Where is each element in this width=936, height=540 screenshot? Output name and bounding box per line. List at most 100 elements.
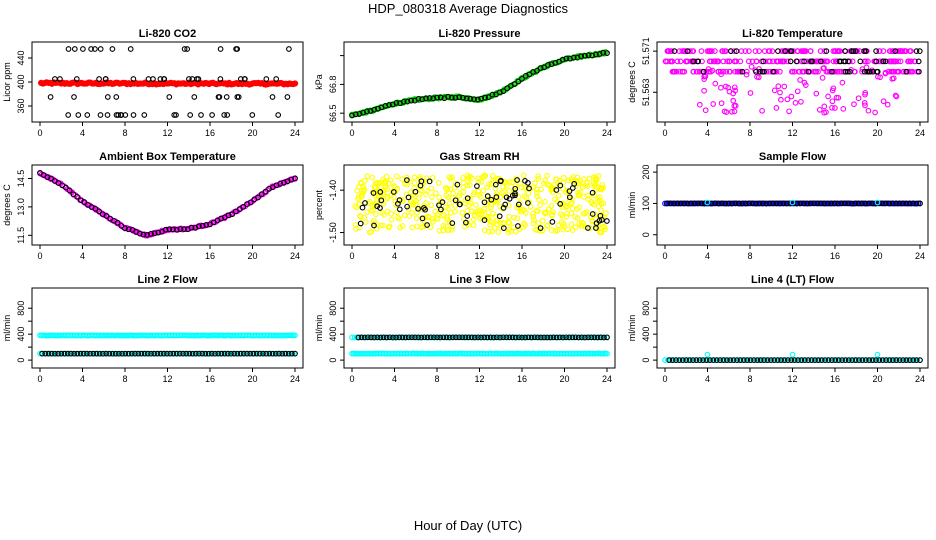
data-point [745, 58, 752, 65]
data-point [823, 109, 829, 115]
data-point [739, 68, 746, 75]
data-layer [349, 49, 610, 119]
data-point [292, 175, 298, 182]
data-point [893, 93, 900, 100]
data-point [355, 193, 362, 200]
data-point [395, 200, 401, 207]
data-point [358, 193, 365, 200]
y-axis-label: kPa [314, 74, 324, 90]
data-point [763, 68, 770, 75]
data-point [748, 63, 755, 70]
data-point [884, 101, 891, 108]
data-point [177, 226, 184, 232]
x-tick-label: 24 [602, 128, 612, 138]
data-point [425, 213, 431, 220]
data-point [465, 175, 472, 181]
data-point [52, 350, 58, 357]
data-point [509, 179, 516, 186]
data-point [364, 209, 371, 215]
data-point [723, 68, 730, 75]
data-point [669, 357, 676, 363]
data-point [349, 334, 355, 341]
data-point [395, 214, 401, 221]
data-point [375, 105, 381, 112]
data-point [604, 218, 610, 224]
chart-title: Line 3 Flow [450, 274, 510, 286]
data-point [481, 334, 488, 341]
data-point [360, 183, 366, 190]
data-point [390, 189, 397, 195]
data-point [589, 200, 595, 207]
data-point [353, 226, 359, 232]
data-point [371, 184, 378, 190]
data-point [370, 190, 377, 196]
x-tick-label: 20 [872, 128, 882, 138]
data-point [393, 100, 400, 106]
data-point [770, 68, 777, 75]
chart-title: Gas Stream RH [439, 151, 519, 163]
data-point [63, 184, 69, 191]
data-point [538, 334, 544, 341]
data-point [463, 219, 469, 226]
data-point [730, 97, 737, 104]
data-point [815, 58, 822, 65]
data-point [269, 94, 276, 100]
data-point [141, 350, 148, 357]
data-point [829, 87, 836, 94]
data-point [378, 197, 385, 204]
data-point [669, 58, 676, 65]
data-point [842, 357, 849, 363]
data-point [423, 200, 429, 206]
data-point [677, 58, 684, 65]
data-point [102, 212, 109, 219]
data-point [839, 79, 846, 86]
data-point [581, 52, 588, 59]
data-point [104, 94, 111, 100]
data-point [795, 357, 801, 363]
data-point [439, 199, 446, 205]
data-point [818, 58, 824, 65]
data-point [591, 334, 598, 341]
data-point [535, 208, 541, 215]
data-point [457, 190, 463, 197]
data-point [181, 46, 188, 52]
data-point [44, 174, 51, 181]
data-point [892, 92, 899, 99]
data-point [601, 223, 607, 230]
data-point [240, 350, 247, 357]
data-point [138, 350, 145, 357]
data-point [563, 55, 570, 62]
data-point [404, 203, 410, 210]
x-tick-label: 24 [915, 374, 925, 384]
data-point [205, 350, 212, 357]
data-point [512, 334, 519, 341]
data-point [567, 55, 573, 62]
data-point [760, 58, 767, 65]
data-point [731, 48, 738, 54]
data-point [109, 350, 116, 357]
data-point [882, 70, 889, 77]
data-point [565, 177, 572, 184]
chart-panel: Gas Stream RH 0 4 8 12 16 20 24 -1.50 -1.40 percen… [314, 151, 616, 261]
data-point [725, 200, 732, 207]
data-point [449, 334, 456, 341]
data-point [468, 334, 475, 341]
data-point [166, 226, 173, 233]
data-point [358, 334, 365, 341]
data-point [368, 207, 374, 214]
data-point [815, 357, 822, 363]
data-point [667, 58, 674, 65]
data-point [444, 186, 450, 193]
data-point [426, 95, 433, 101]
data-point [115, 112, 122, 118]
data-point [823, 58, 830, 65]
data-point [861, 48, 868, 54]
data-point [824, 200, 831, 207]
data-point [842, 48, 848, 54]
data-layer [37, 169, 298, 239]
data-point [544, 334, 551, 341]
data-point [66, 187, 73, 194]
data-point [423, 175, 430, 182]
data-point [532, 226, 539, 233]
chart-title: Li-820 Pressure [439, 28, 521, 40]
